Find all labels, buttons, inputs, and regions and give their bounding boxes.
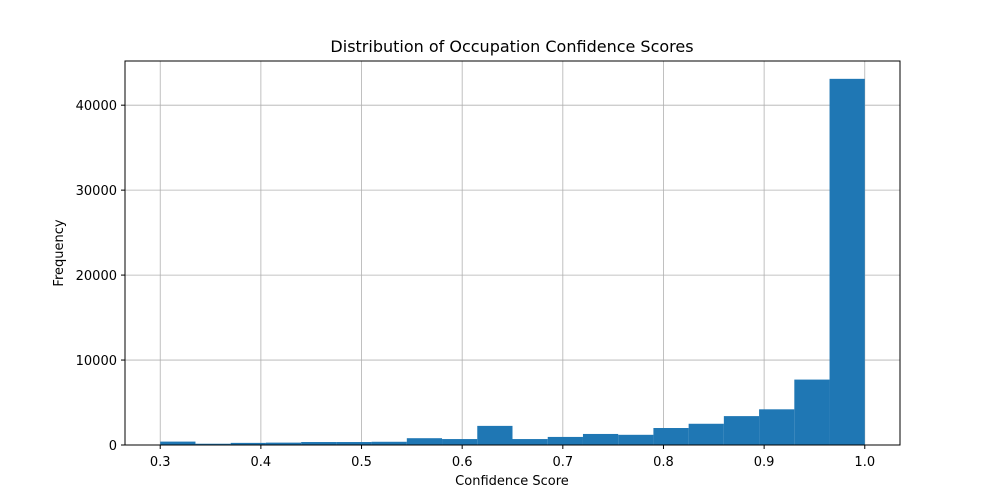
histogram-bar <box>794 379 830 445</box>
histogram-bar <box>653 428 689 445</box>
x-tick-label: 0.9 <box>754 455 775 470</box>
histogram-bar <box>512 439 548 445</box>
y-tick-label: 10000 <box>76 354 117 369</box>
x-axis-ticks: 0.3 0.4 0.5 0.6 0.7 0.8 0.9 1.0 <box>150 445 875 470</box>
histogram-bar <box>759 409 795 445</box>
histogram-bar <box>688 423 724 445</box>
histogram-bar <box>265 442 302 445</box>
x-tick-label: 1.0 <box>854 455 875 470</box>
histogram-bar <box>723 416 760 445</box>
x-tick-label: 0.4 <box>251 455 272 470</box>
histogram-bar <box>230 442 266 445</box>
x-tick-label: 0.5 <box>351 455 372 470</box>
y-axis-ticks: 0 10000 20000 30000 40000 <box>76 99 125 454</box>
histogram-bar <box>477 425 513 445</box>
histogram-bar <box>442 439 478 445</box>
histogram-bar <box>547 436 583 445</box>
histogram-bar <box>160 441 196 445</box>
x-tick-label: 0.7 <box>552 455 573 470</box>
x-tick-label: 0.8 <box>653 455 674 470</box>
x-axis-label: Confidence Score <box>455 474 569 489</box>
grid-lines <box>125 61 900 446</box>
histogram-bar <box>582 433 619 445</box>
histogram-bar <box>301 442 337 445</box>
histogram-bar <box>829 78 865 446</box>
histogram-bar <box>371 441 407 445</box>
histogram-bar <box>406 438 443 445</box>
y-tick-label: 20000 <box>76 269 117 284</box>
histogram-bar <box>336 442 372 445</box>
x-tick-label: 0.3 <box>150 455 171 470</box>
chart-title: Distribution of Occupation Confidence Sc… <box>330 37 693 56</box>
histogram-bar <box>618 434 654 445</box>
y-tick-label: 0 <box>109 439 117 454</box>
y-tick-label: 40000 <box>76 99 117 114</box>
histogram-bars <box>160 78 865 446</box>
y-axis-label: Frequency <box>52 219 67 286</box>
x-tick-label: 0.6 <box>452 455 473 470</box>
plot-frame <box>124 60 901 446</box>
histogram-bar <box>195 443 231 445</box>
y-tick-label: 30000 <box>76 184 117 199</box>
